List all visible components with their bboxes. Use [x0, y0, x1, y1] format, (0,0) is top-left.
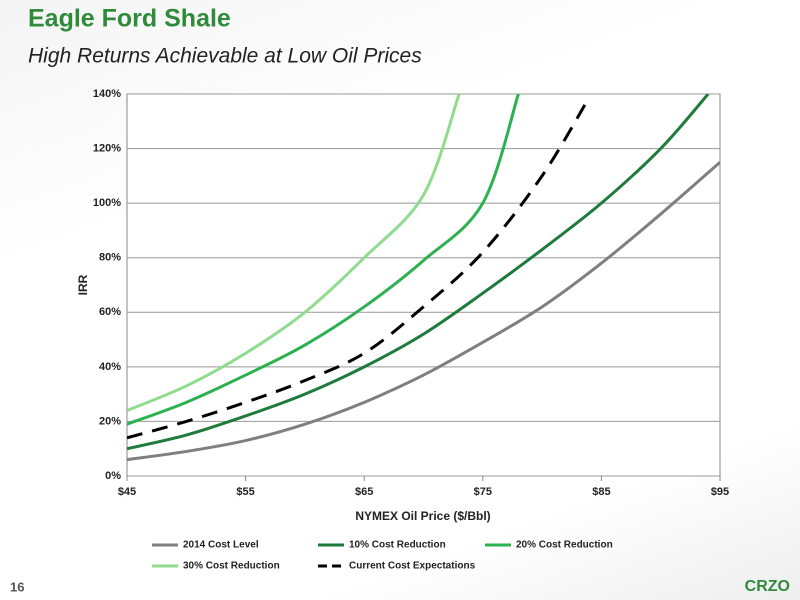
x-tick-label: $55: [236, 486, 254, 498]
x-tick-label: $45: [118, 486, 136, 498]
y-tick-label: 0%: [105, 470, 121, 482]
y-tick-label: 40%: [99, 361, 121, 373]
y-tick-label: 20%: [99, 415, 121, 427]
legend-label: 10% Cost Reduction: [349, 540, 446, 551]
slide-title: Eagle Ford Shale: [28, 5, 231, 33]
legend-label: 2014 Cost Level: [183, 540, 259, 551]
page-number: 16: [10, 579, 24, 594]
y-tick-label: 100%: [93, 197, 121, 209]
y-tick-label: 80%: [99, 252, 121, 264]
series-line: [127, 95, 591, 440]
y-tick-label: 60%: [99, 306, 121, 318]
legend-label: Current Cost Expectations: [349, 561, 476, 572]
y-tick-label: 140%: [93, 88, 121, 100]
x-tick-label: $95: [711, 486, 729, 498]
plot: 0% 20% 40% 60% 80% 100% 120% 140% $45 $55 $65 $75 $8…: [93, 88, 729, 572]
legend-label: 30% Cost Reduction: [183, 561, 280, 572]
x-tick-label: $75: [474, 486, 492, 498]
plot-area: [126, 93, 721, 477]
x-tick-label: $85: [592, 486, 610, 498]
y-axis-title: IRR: [76, 274, 90, 295]
series-line: [127, 161, 720, 462]
y-tick-label: 120%: [93, 142, 121, 154]
series-line: [127, 94, 710, 451]
series-line: [127, 94, 520, 426]
legend-label: 20% Cost Reduction: [516, 540, 613, 551]
x-tick-label: $65: [355, 486, 373, 498]
slide-subtitle: High Returns Achievable at Low Oil Price…: [28, 45, 422, 68]
company-logo: CRZO: [745, 578, 790, 595]
series-line: [127, 94, 461, 412]
x-axis-title: NYMEX Oil Price ($/Bbl): [355, 509, 490, 523]
